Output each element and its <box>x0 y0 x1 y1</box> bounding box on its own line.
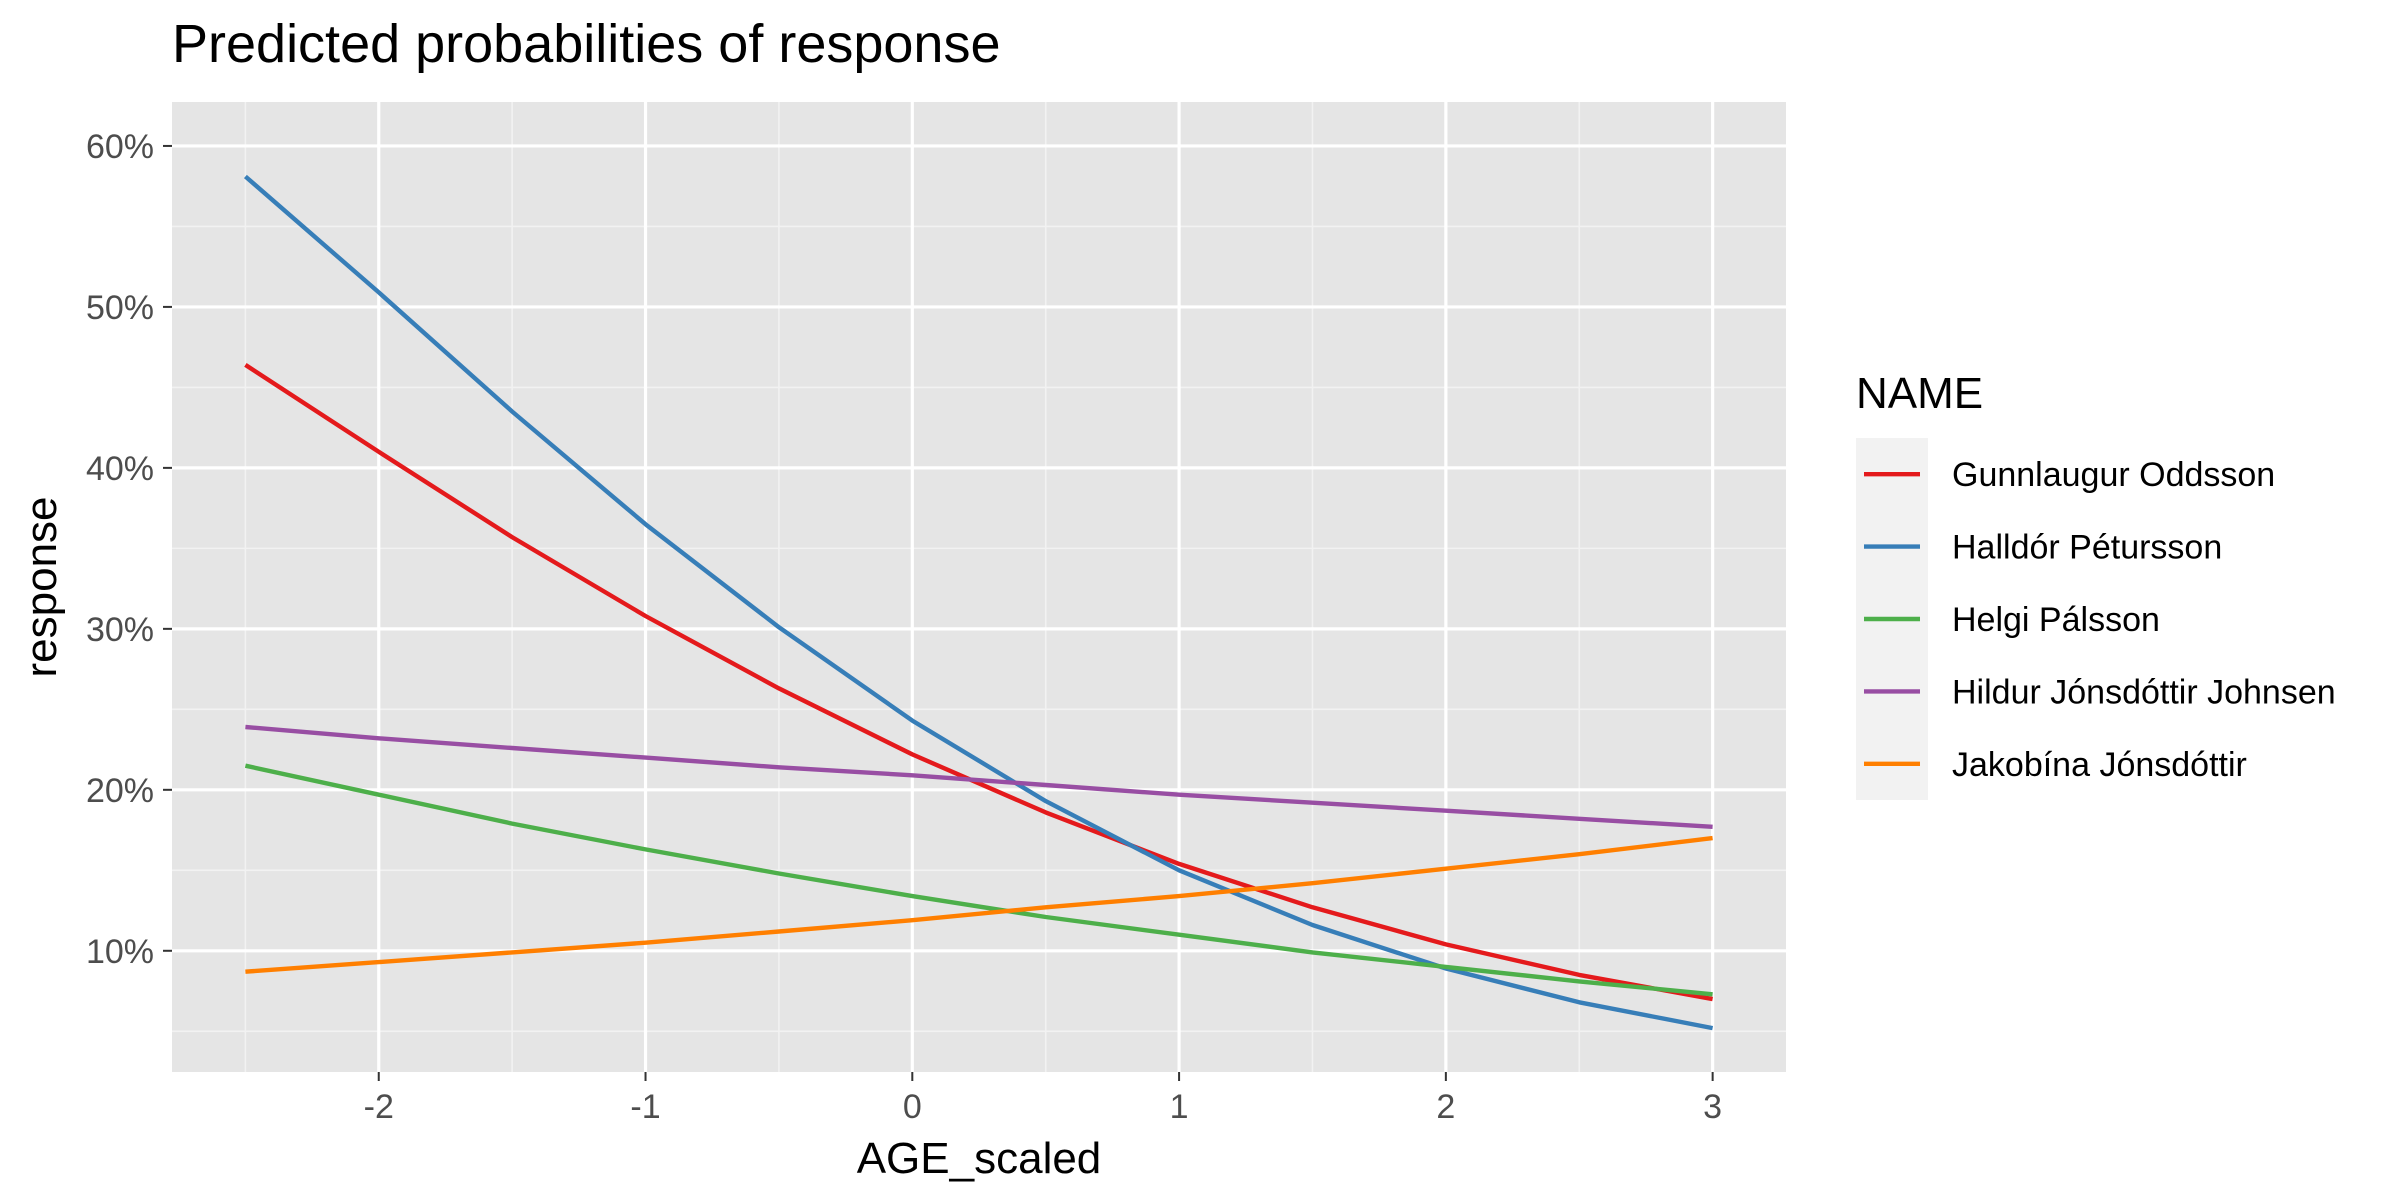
series-line-3 <box>244 763 1713 997</box>
y-tick-label: 20% <box>86 772 154 810</box>
y-axis: 10% 20% 30% 40% 50% 60% <box>86 128 172 971</box>
legend-label-5: Jakobína Jónsdóttir <box>1952 746 2247 784</box>
x-tick-label: 2 <box>1436 1088 1455 1126</box>
legend: NAME Gunnlaugur Oddsson Halldór Pétursson… <box>1856 369 2336 800</box>
x-tick-label: 1 <box>1170 1088 1189 1126</box>
x-axis: -2 -1 0 1 2 3 <box>364 1072 1722 1126</box>
y-tick-label: 30% <box>86 611 154 649</box>
x-tick-label: -2 <box>364 1088 394 1126</box>
y-axis-title: response <box>17 496 66 677</box>
series-line-1 <box>244 363 1713 1002</box>
y-tick-label: 40% <box>86 450 154 488</box>
x-tick-label: 0 <box>903 1088 922 1126</box>
x-axis-title: AGE_scaled <box>857 1134 1102 1183</box>
x-tick-label: 3 <box>1703 1088 1722 1126</box>
legend-label-3: Helgi Pálsson <box>1952 601 2160 639</box>
legend-title: NAME <box>1856 369 1983 418</box>
legend-label-4: Hildur Jónsdóttir Johnsen <box>1952 673 2336 711</box>
plot-panel <box>172 102 1786 1072</box>
series-line-4 <box>245 724 1713 829</box>
legend-label-2: Halldór Pétursson <box>1952 529 2222 567</box>
series-line-5 <box>245 835 1713 974</box>
series-line-2 <box>243 174 1714 1031</box>
legend-label-1: Gunnlaugur Oddsson <box>1952 456 2275 494</box>
chart-title: Predicted probabilities of response <box>172 14 1000 74</box>
y-tick-label: 10% <box>86 933 154 971</box>
series-lines <box>243 174 1714 1031</box>
x-tick-label: -1 <box>630 1088 660 1126</box>
y-tick-label: 60% <box>86 128 154 166</box>
y-tick-label: 50% <box>86 289 154 327</box>
grid <box>172 102 1786 1072</box>
